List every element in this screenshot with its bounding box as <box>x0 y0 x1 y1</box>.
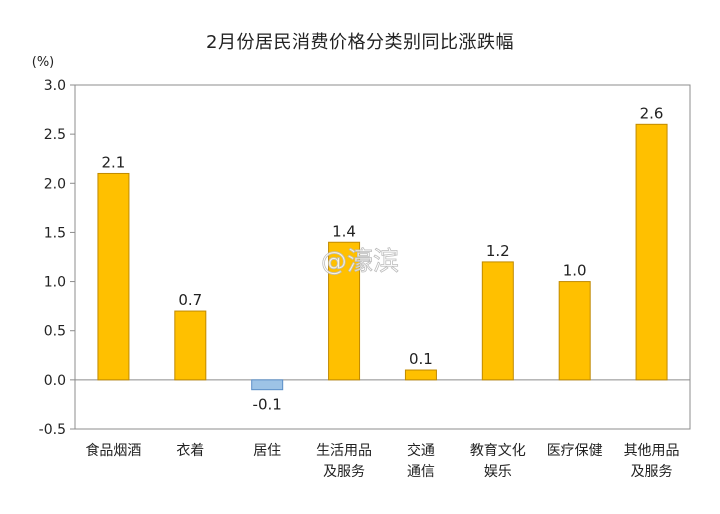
data-label: 1.2 <box>486 242 510 260</box>
x-category-label: 生活用品 <box>316 443 372 459</box>
y-tick-label: 2.0 <box>44 176 66 192</box>
data-label: 1.4 <box>332 222 356 240</box>
bar <box>174 310 207 381</box>
data-label: 0.1 <box>409 350 433 368</box>
y-tick-label: 0.5 <box>44 324 66 340</box>
y-tick-label: 1.5 <box>44 225 66 241</box>
y-axis-unit: (%) <box>32 55 55 70</box>
bar <box>558 281 591 381</box>
data-label: 0.7 <box>178 291 202 309</box>
bar <box>404 369 437 381</box>
watermark: @濠滨 <box>321 247 399 277</box>
x-category-label: 衣着 <box>176 443 204 459</box>
x-category-label: 医疗保健 <box>547 443 603 459</box>
data-label: 2.1 <box>102 153 126 171</box>
x-category-label: 食品烟酒 <box>85 442 141 459</box>
x-category-label: 及服务 <box>323 464 365 480</box>
bar <box>635 123 668 381</box>
bar <box>328 241 361 381</box>
data-label: -0.1 <box>253 396 282 414</box>
x-category-label: 居住 <box>253 443 281 459</box>
bar <box>251 379 284 391</box>
y-tick-label: 0.0 <box>44 373 66 389</box>
y-tick-label: 2.5 <box>44 127 66 143</box>
data-labels-group: 2.1 0.7 -0.1 1.4 0.1 1.2 1.0 2.6 <box>102 104 664 413</box>
y-tick-label: 1.0 <box>44 275 66 291</box>
y-tick-label: -0.5 <box>39 422 66 438</box>
x-category-label: 娱乐 <box>484 464 512 480</box>
bars-group <box>97 123 668 391</box>
y-ticks-group: 3.0 2.5 2.0 1.5 1.0 0.5 0.0 -0.5 <box>39 78 75 438</box>
x-category-label: 其他用品 <box>624 443 680 459</box>
x-category-label: 通信 <box>407 464 435 480</box>
x-category-label: 交通 <box>407 442 435 459</box>
bar <box>481 261 514 381</box>
bar <box>97 172 130 381</box>
data-label: 2.6 <box>640 104 664 122</box>
x-category-label: 教育文化 <box>470 443 526 459</box>
data-label: 1.0 <box>563 262 587 280</box>
plot-border <box>74 84 691 430</box>
y-tick-label: 3.0 <box>44 78 66 94</box>
x-category-label: 及服务 <box>631 464 673 480</box>
chart-title: 2月份居民消费价格分类别同比涨跌幅 <box>206 32 514 53</box>
